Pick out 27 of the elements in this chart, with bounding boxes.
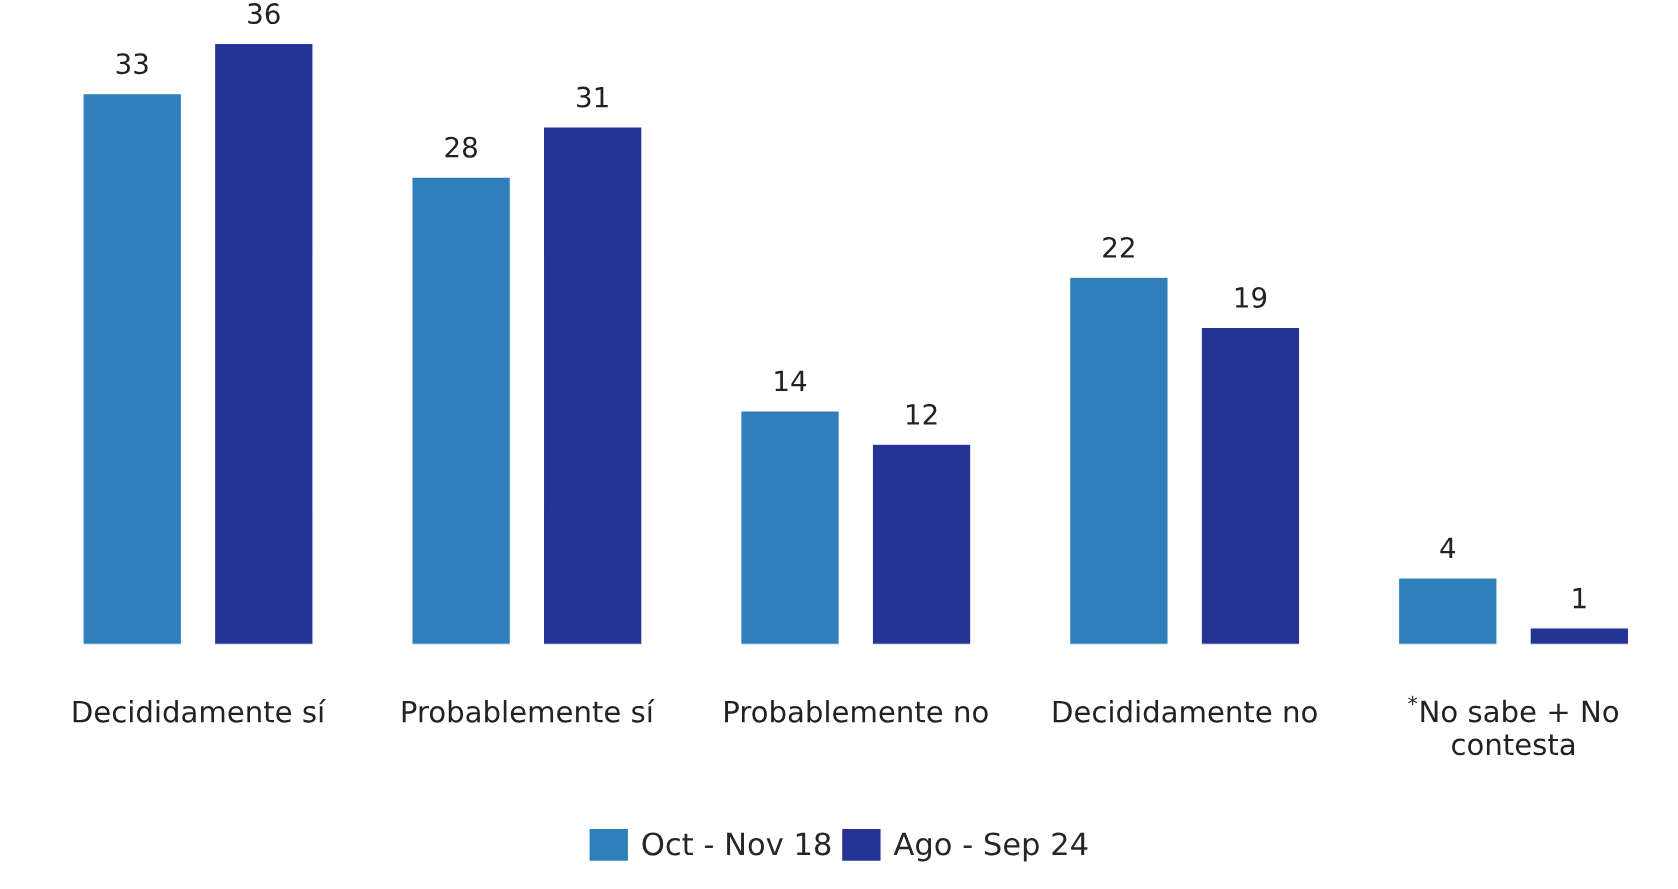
bar bbox=[411, 176, 512, 645]
legend-label: Ago - Sep 24 bbox=[893, 832, 1088, 862]
data-label: 31 bbox=[577, 86, 608, 108]
x-tick-label: Probablemente no bbox=[725, 700, 988, 723]
data-label: 36 bbox=[248, 3, 280, 25]
legend-label: Oct - Nov 18 bbox=[642, 832, 831, 856]
data-label: 19 bbox=[1235, 286, 1267, 308]
x-tick-label: Decididamente no bbox=[1053, 700, 1317, 723]
x-tick-label: Probablemente sí bbox=[402, 698, 655, 723]
bar bbox=[213, 42, 314, 645]
data-label: 14 bbox=[775, 370, 807, 392]
data-label: 28 bbox=[445, 136, 477, 158]
bar bbox=[871, 443, 972, 645]
data-label: 1 bbox=[1573, 587, 1586, 609]
x-tick-label: $^{*}$No sabe + No contesta bbox=[1408, 695, 1619, 756]
bar bbox=[542, 126, 643, 645]
bar bbox=[82, 92, 183, 645]
data-label: 22 bbox=[1103, 236, 1134, 258]
data-label: 12 bbox=[906, 403, 937, 425]
bar bbox=[739, 410, 841, 645]
bar bbox=[1529, 627, 1630, 645]
x-tick-label: Decididamente sí bbox=[73, 698, 326, 723]
bar bbox=[1068, 276, 1169, 645]
bar bbox=[1200, 326, 1301, 645]
data-label: 33 bbox=[116, 53, 148, 75]
data-label: 4 bbox=[1440, 537, 1456, 559]
bar bbox=[1397, 577, 1498, 645]
